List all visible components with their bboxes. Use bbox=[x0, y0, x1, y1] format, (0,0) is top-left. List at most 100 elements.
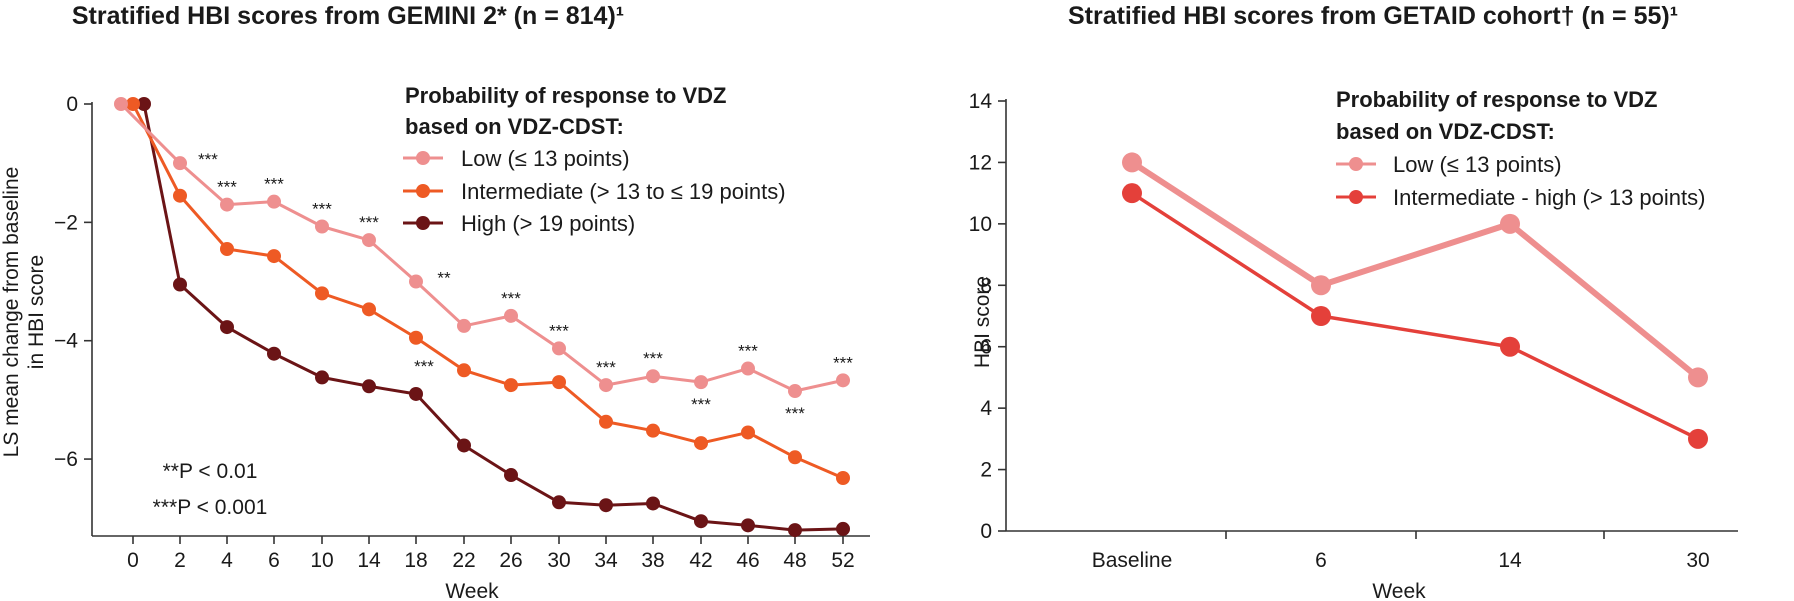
data-point bbox=[599, 378, 613, 393]
y-tick-label: −2 bbox=[54, 211, 78, 234]
chart-getaid: Stratified HBI scores from GETAID cohort… bbox=[969, 2, 1738, 601]
x-tick-label: 14 bbox=[357, 549, 381, 572]
data-point bbox=[315, 286, 329, 301]
y-tick-label: −4 bbox=[54, 330, 78, 353]
data-point bbox=[504, 468, 518, 483]
data-point bbox=[741, 361, 755, 376]
data-point bbox=[552, 495, 566, 510]
x-tick-label: 38 bbox=[641, 549, 664, 572]
data-point bbox=[457, 438, 471, 453]
note-p0001: ***P < 0.001 bbox=[153, 496, 268, 519]
legend-swatch-marker bbox=[416, 184, 430, 198]
data-point bbox=[788, 523, 802, 538]
significance-marker: *** bbox=[414, 357, 434, 376]
legend-title: Probability of response to VDZ bbox=[1336, 87, 1657, 112]
legend-title: Probability of response to VDZ bbox=[405, 83, 726, 108]
y-tick-label: 10 bbox=[969, 213, 992, 236]
x-tick-label: 52 bbox=[831, 549, 854, 572]
legend-swatch-marker bbox=[1349, 190, 1363, 204]
significance-marker: *** bbox=[312, 199, 332, 218]
data-point bbox=[836, 373, 850, 388]
data-point bbox=[409, 330, 423, 345]
data-point bbox=[552, 341, 566, 356]
data-point bbox=[694, 375, 708, 390]
data-point bbox=[267, 249, 281, 264]
data-point bbox=[173, 156, 187, 171]
significance-marker: *** bbox=[738, 342, 758, 361]
significance-marker: ** bbox=[437, 269, 451, 288]
x-tick-label: 10 bbox=[310, 549, 333, 572]
x-tick-label: 6 bbox=[268, 549, 280, 572]
significance-marker: *** bbox=[264, 175, 284, 194]
data-point bbox=[836, 521, 850, 536]
data-point bbox=[646, 423, 660, 438]
data-point bbox=[1500, 336, 1520, 357]
data-point bbox=[362, 379, 376, 394]
series-line bbox=[1131, 191, 1699, 441]
y-tick-label: 12 bbox=[969, 151, 992, 174]
data-point bbox=[552, 375, 566, 390]
legend-title: based on VDZ-CDST: bbox=[405, 114, 624, 139]
data-point bbox=[362, 302, 376, 317]
data-point bbox=[836, 471, 850, 486]
y-axis-label: HBI score bbox=[971, 276, 994, 368]
data-point bbox=[741, 425, 755, 440]
significance-marker: *** bbox=[198, 150, 218, 169]
data-point bbox=[173, 188, 187, 203]
data-point bbox=[1311, 275, 1331, 296]
x-tick-label: 22 bbox=[452, 549, 475, 572]
y-axis-label: LS mean change from baselinein HBI score bbox=[0, 167, 48, 458]
y-tick-label: 2 bbox=[980, 459, 992, 482]
x-tick-label: 48 bbox=[783, 549, 806, 572]
data-point bbox=[1688, 428, 1708, 449]
significance-marker: *** bbox=[833, 353, 853, 372]
data-point bbox=[409, 386, 423, 401]
x-tick-label: 34 bbox=[594, 549, 618, 572]
y-tick-label: 6 bbox=[980, 336, 992, 359]
data-point bbox=[173, 277, 187, 292]
data-point bbox=[646, 369, 660, 384]
data-point bbox=[137, 97, 151, 111]
data-point bbox=[599, 414, 613, 429]
significance-marker: *** bbox=[217, 178, 237, 197]
data-point bbox=[409, 274, 423, 289]
significance-marker: *** bbox=[359, 213, 379, 232]
data-point bbox=[646, 496, 660, 511]
data-point bbox=[741, 518, 755, 533]
data-point bbox=[504, 378, 518, 393]
y-tick-label: 14 bbox=[969, 90, 993, 113]
legend-swatch-marker bbox=[1349, 157, 1363, 171]
data-point bbox=[267, 194, 281, 209]
data-point bbox=[267, 346, 281, 361]
legend-entry: Intermediate (> 13 to ≤ 19 points) bbox=[461, 179, 786, 204]
legend-swatch-marker bbox=[416, 216, 430, 230]
data-point bbox=[315, 219, 329, 234]
data-point bbox=[1122, 183, 1142, 204]
x-tick-label: 0 bbox=[127, 549, 139, 572]
x-tick-label: 6 bbox=[1315, 549, 1327, 572]
legend-swatch-marker bbox=[416, 151, 430, 165]
x-tick-label: 46 bbox=[736, 549, 759, 572]
data-point bbox=[599, 498, 613, 513]
y-tick-label: 0 bbox=[66, 93, 78, 116]
x-tick-label: 30 bbox=[1686, 549, 1709, 572]
x-tick-label: 4 bbox=[221, 549, 233, 572]
data-point bbox=[126, 97, 140, 111]
data-point bbox=[788, 384, 802, 399]
legend-entry: Intermediate - high (> 13 points) bbox=[1393, 185, 1705, 210]
series-line bbox=[1130, 159, 1700, 380]
data-point bbox=[114, 97, 128, 111]
data-point bbox=[788, 450, 802, 465]
data-point bbox=[1688, 367, 1708, 388]
chart-title: Stratified HBI scores from GEMINI 2* (n … bbox=[72, 2, 624, 30]
data-point bbox=[504, 308, 518, 323]
chart-title: Stratified HBI scores from GETAID cohort… bbox=[1068, 2, 1678, 30]
series-line bbox=[131, 103, 844, 480]
data-point bbox=[315, 370, 329, 385]
series-line bbox=[142, 103, 844, 532]
x-tick-label: 42 bbox=[689, 549, 712, 572]
data-point bbox=[362, 233, 376, 248]
series-line bbox=[119, 102, 844, 393]
legend-entry: Low (≤ 13 points) bbox=[1393, 152, 1562, 177]
legend-entry: High (> 19 points) bbox=[461, 211, 635, 236]
